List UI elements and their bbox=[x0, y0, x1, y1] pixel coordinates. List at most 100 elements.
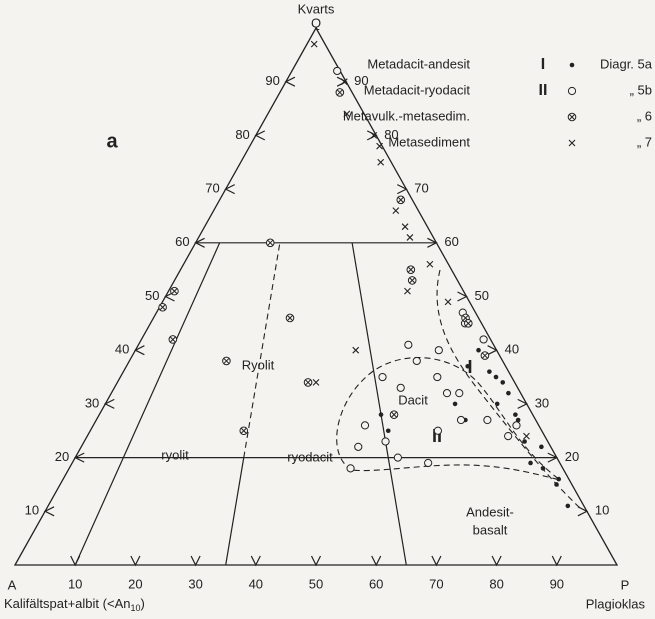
point-circle bbox=[434, 346, 443, 355]
point-circle bbox=[455, 389, 464, 398]
point-dot bbox=[565, 503, 571, 509]
point-dot bbox=[487, 369, 492, 374]
left-letter: A bbox=[8, 577, 17, 592]
tick-mark bbox=[547, 452, 559, 463]
field-line bbox=[351, 242, 389, 458]
point bbox=[346, 464, 355, 473]
point-circle bbox=[354, 442, 363, 451]
point bbox=[487, 369, 492, 374]
point-cross bbox=[343, 110, 351, 118]
tick-mark bbox=[103, 398, 115, 409]
field-ii-boundary bbox=[336, 357, 561, 481]
point-dot bbox=[515, 417, 521, 423]
bottom-tick-label: 50 bbox=[309, 576, 323, 591]
point bbox=[464, 319, 473, 328]
point-dot bbox=[500, 380, 506, 385]
tick-mark bbox=[431, 555, 442, 567]
right-tick-label: 10 bbox=[595, 503, 609, 518]
top-label: Kvarts bbox=[298, 1, 335, 16]
tick-mark bbox=[491, 555, 502, 567]
tick-mark bbox=[551, 555, 562, 567]
point-circle bbox=[346, 464, 355, 473]
point bbox=[312, 379, 320, 386]
point-circle bbox=[442, 389, 452, 398]
point bbox=[376, 142, 383, 150]
left-tick-label: 20 bbox=[55, 449, 69, 464]
panel-label: a bbox=[106, 130, 118, 152]
legend-name: Metasediment bbox=[388, 134, 470, 149]
right-tick-label: 70 bbox=[414, 181, 428, 196]
point-circle bbox=[456, 415, 466, 425]
point-circle bbox=[433, 372, 442, 382]
point bbox=[222, 356, 231, 366]
field-line bbox=[122, 242, 221, 458]
point bbox=[378, 372, 387, 382]
point-circle bbox=[404, 340, 413, 349]
legend-group: I bbox=[541, 56, 545, 73]
right-tick-label: 80 bbox=[384, 127, 398, 142]
legend-ref: „ 6 bbox=[637, 108, 652, 123]
point-cross bbox=[569, 114, 575, 120]
point-circle bbox=[381, 437, 390, 446]
point-cross bbox=[310, 40, 318, 48]
point-cross bbox=[376, 142, 383, 150]
left-tick-label: 50 bbox=[145, 288, 159, 303]
point bbox=[354, 442, 363, 451]
point-cross bbox=[352, 346, 360, 354]
field-label: ryodacit bbox=[287, 449, 333, 464]
tick-mark bbox=[250, 555, 261, 567]
point bbox=[310, 40, 318, 48]
tick-mark bbox=[366, 130, 378, 141]
point-circle bbox=[504, 432, 513, 441]
tick-mark bbox=[397, 184, 408, 195]
point bbox=[483, 415, 492, 425]
tick-mark bbox=[517, 398, 529, 409]
tick-mark bbox=[336, 76, 348, 87]
point bbox=[381, 437, 390, 446]
point bbox=[377, 158, 385, 166]
point-cross bbox=[444, 298, 452, 306]
point bbox=[285, 313, 295, 323]
tick-mark bbox=[397, 184, 408, 195]
field-label: Dacit bbox=[398, 392, 428, 407]
point bbox=[401, 223, 409, 231]
tick-mark bbox=[487, 345, 498, 356]
tick-mark bbox=[134, 345, 145, 356]
bottom-tick-label: 30 bbox=[188, 576, 202, 591]
point bbox=[456, 415, 466, 425]
point bbox=[539, 444, 544, 450]
point bbox=[504, 432, 513, 441]
right-letter: P bbox=[621, 577, 630, 592]
tick-mark bbox=[190, 555, 201, 567]
point bbox=[433, 372, 442, 382]
point-cross bbox=[397, 196, 404, 203]
point bbox=[500, 380, 506, 385]
point bbox=[360, 421, 370, 430]
point-circle bbox=[512, 421, 521, 430]
tick-mark bbox=[310, 555, 322, 567]
point bbox=[426, 260, 434, 268]
field-i-boundary bbox=[436, 269, 581, 509]
point-dot bbox=[539, 444, 544, 450]
triangle bbox=[13, 26, 619, 566]
point bbox=[434, 346, 443, 355]
legend-symbol bbox=[567, 86, 577, 96]
point bbox=[565, 503, 571, 509]
tick-mark bbox=[336, 76, 348, 87]
point bbox=[465, 364, 471, 369]
point bbox=[389, 410, 399, 419]
right-tick-label: 90 bbox=[354, 73, 368, 88]
point bbox=[333, 66, 342, 76]
point-cross bbox=[568, 139, 576, 147]
point bbox=[494, 401, 500, 407]
tick-mark bbox=[577, 506, 589, 517]
tick-mark bbox=[134, 345, 145, 356]
legend-symbol bbox=[569, 62, 575, 68]
tick-mark bbox=[43, 506, 55, 517]
point bbox=[406, 265, 416, 274]
point bbox=[556, 476, 562, 482]
tick-mark bbox=[577, 506, 589, 517]
bottom-tick-label: 70 bbox=[429, 576, 443, 591]
label-text: Kalifältspat+albit (<An bbox=[4, 596, 130, 611]
point-cross bbox=[305, 379, 311, 386]
